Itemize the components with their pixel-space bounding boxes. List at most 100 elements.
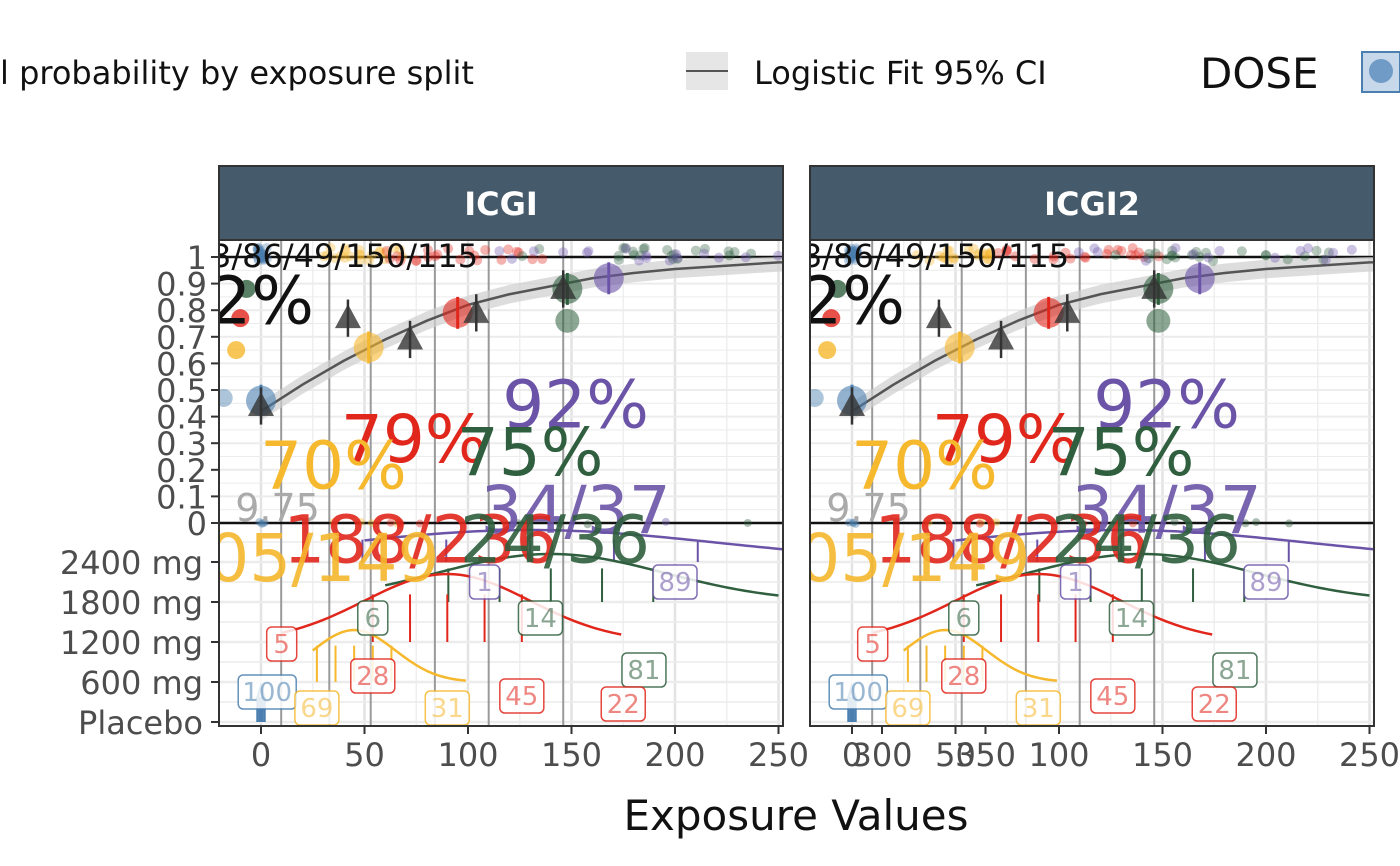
observation-point [1303, 243, 1313, 253]
observation-point-zero [744, 519, 752, 527]
observation-point [507, 254, 517, 264]
count-label-text: 100 [833, 678, 883, 708]
x-axis-title: Exposure Values [623, 791, 968, 840]
x-tick-label: 200 [1235, 736, 1296, 774]
legend-title-dose: DOSE [1200, 49, 1319, 98]
observation-point [741, 252, 751, 262]
dose-tick-label: 1800 mg [60, 584, 203, 622]
count-label-text: 81 [627, 656, 660, 686]
count-label-text: 28 [947, 662, 980, 692]
observation-point [1074, 247, 1084, 257]
observation-point [1171, 243, 1181, 253]
observation-point [496, 255, 506, 265]
percentage-label: 70% [260, 427, 407, 504]
observation-point [621, 244, 631, 254]
x-tick-label: 0 [251, 736, 271, 774]
facet-strip-label: ICGI2 [1044, 185, 1140, 223]
x-tick-label: 250 [1339, 736, 1400, 774]
legend-dose-key-point [1369, 59, 1393, 83]
x-tick-label: 250 [748, 736, 809, 774]
observation-point [558, 247, 568, 257]
count-label-text: 28 [356, 662, 389, 692]
percentage-label: 2% [800, 263, 905, 340]
facet-panel-icgi2: 61418958110028452269319.753423/86/49/150… [756, 166, 1400, 774]
x-tick-label: 100 [437, 736, 498, 774]
dose-mean-point [945, 332, 975, 362]
count-label-text: 31 [431, 694, 464, 724]
percentage-label: 75% [1048, 414, 1195, 491]
observation-point [1141, 256, 1151, 266]
dose-tick-label: 2400 mg [60, 544, 203, 582]
observation-point [1215, 246, 1225, 256]
count-label-text: 14 [1115, 604, 1148, 634]
count-label-text: 6 [956, 604, 973, 634]
y-axis-left: 00.10.20.30.40.50.60.70.80.91 Placebo600 … [60, 239, 219, 742]
x-tick-label: 150 [541, 736, 602, 774]
observation-point [1111, 250, 1121, 260]
percentage-label: 70% [851, 427, 998, 504]
observation-point [1126, 250, 1136, 260]
observation-point [665, 256, 675, 266]
observation-point [1188, 249, 1198, 259]
dose-mean-point [443, 298, 473, 328]
observation-point [480, 245, 490, 255]
dose-mean-point [1034, 298, 1064, 328]
x-tick-label: 100 [1028, 736, 1089, 774]
dose-mean-point [354, 332, 384, 362]
dose-tick-label: 600 mg [80, 664, 203, 702]
count-label-text: 14 [524, 604, 557, 634]
split-point [818, 341, 836, 359]
observation-point [537, 254, 547, 264]
observation-point [714, 253, 724, 263]
percentage-label: 2% [209, 263, 314, 340]
x-tick-label: 200 [644, 736, 705, 774]
x-tick-label: 50 [344, 736, 385, 774]
count-label-text: 89 [658, 568, 691, 598]
ratio-label: 24/36 [460, 501, 650, 578]
observation-point [614, 255, 624, 265]
count-label-text: 81 [1218, 656, 1251, 686]
count-label-text: 5 [273, 630, 290, 660]
count-label-text: 45 [1096, 682, 1129, 712]
dose-tick-label: Placebo [78, 704, 203, 742]
observation-point [1321, 255, 1331, 265]
observation-point [1089, 243, 1099, 253]
count-label-text: 31 [1022, 694, 1055, 724]
split-point [227, 341, 245, 359]
count-label-text: 5 [864, 630, 881, 660]
count-label-text: 6 [365, 604, 382, 634]
observation-point [1270, 253, 1280, 263]
legend: l probability by exposure split Logistic… [0, 49, 1400, 98]
dose-tick-label: 1200 mg [60, 624, 203, 662]
dose-mean-point [1185, 263, 1215, 293]
count-label-text: 100 [242, 678, 292, 708]
x-tick-label: 150 [1132, 736, 1193, 774]
placebo-split-point [806, 389, 824, 407]
observation-point [503, 244, 513, 254]
observation-point [699, 249, 709, 259]
observation-point [1237, 246, 1247, 256]
ratio-label: 24/36 [1051, 501, 1241, 578]
count-label-text: 89 [1249, 568, 1282, 598]
facet-strip-label: ICGI [464, 185, 538, 223]
legend-label-logistic-fit: Logistic Fit 95% CI [754, 54, 1047, 92]
count-label-text: 69 [300, 694, 333, 724]
observation-point [1347, 245, 1357, 255]
count-label-text: 69 [891, 694, 924, 724]
ratio-label: 105/149 [756, 520, 1030, 597]
observation-point [529, 246, 539, 256]
count-label-text: 45 [505, 682, 538, 712]
observation-point [1170, 252, 1180, 262]
dose-mean-point [1146, 309, 1170, 333]
observation-point [1312, 246, 1322, 256]
dose-mean-point [555, 309, 579, 333]
observation-point [1261, 250, 1271, 260]
observation-point [1203, 253, 1213, 263]
y-tick-label: 1 [187, 239, 207, 277]
count-label-text: 22 [607, 690, 640, 720]
observation-point [773, 251, 783, 261]
observation-point [494, 246, 504, 256]
dose-mean-point [594, 263, 624, 293]
count-label-text: 22 [1198, 690, 1231, 720]
